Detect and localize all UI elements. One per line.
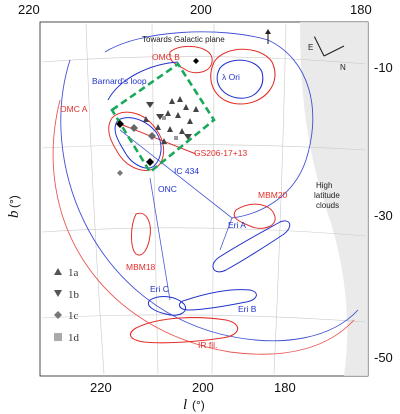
gs206-label: GS206-17+13: [194, 148, 247, 158]
eri-a-label: Eri A: [228, 220, 246, 230]
barnards-loop-arc: [107, 61, 179, 101]
connector-lines: [119, 129, 233, 301]
eri-b-contour: [179, 289, 257, 311]
eri-b-label: Eri B: [238, 304, 257, 314]
legend-label-1d: 1d: [68, 332, 80, 344]
onc-label: ONC: [158, 184, 177, 194]
eridanus-blue-arc: [60, 59, 359, 342]
x-tick-top-200: 200: [190, 2, 212, 17]
lambda-ori-blue-ring: [216, 59, 264, 99]
coordinate-grid: [41, 23, 367, 375]
omc-a-label: OMC A: [60, 104, 88, 114]
ir-fil-contour: [129, 317, 239, 344]
legend: 1a 1b 1c 1d: [54, 267, 80, 344]
legend-label-1b: 1b: [68, 289, 80, 301]
galactic-plane-label: Towards Galactic plane: [142, 35, 225, 44]
survey-region-box: [110, 62, 216, 174]
mbm18-label: MBM18: [126, 262, 156, 272]
omc-b-label: OMC B: [152, 52, 180, 62]
barnards-loop-label: Barnard's loop: [92, 76, 147, 86]
y-tick--50: -50: [374, 350, 393, 365]
x-axis-title-unit: (°): [192, 398, 205, 412]
high-latitude-label-2: latitude: [314, 191, 340, 200]
compass: [313, 36, 345, 57]
x-tick-bottom-180: 180: [274, 380, 296, 395]
high-latitude-label-1: High: [316, 181, 332, 190]
legend-marker-1c: [54, 311, 62, 319]
mbm18-contour: [131, 212, 151, 256]
x-tick-top-220: 220: [18, 2, 40, 17]
legend-label-1a: 1a: [68, 267, 79, 279]
orion-a-blue-contour: [114, 117, 162, 169]
ic434-label: IC 434: [174, 166, 199, 176]
eri-a-contour: [212, 220, 291, 273]
source-markers: [116, 58, 199, 176]
legend-marker-1b: [54, 290, 62, 297]
compass-east-label: E: [308, 43, 313, 52]
y-tick--30: -30: [374, 208, 393, 223]
ir-fil-label: IR fil.: [198, 340, 217, 350]
compass-north-label: N: [340, 63, 346, 72]
legend-marker-1a: [54, 268, 62, 275]
x-axis-title-letter: l: [183, 397, 187, 413]
lambda-ori-label: λ Ori: [222, 72, 240, 82]
ir-filament-arc: [52, 99, 355, 355]
x-tick-bottom-200: 200: [192, 380, 214, 395]
legend-marker-1d: [54, 333, 62, 341]
omc-a-contour: [108, 111, 165, 171]
y-axis-title-letter: b: [6, 210, 22, 218]
x-tick-top-180: 180: [350, 2, 372, 17]
eri-c-label: Eri C: [150, 284, 169, 294]
mbm20-label: MBM20: [258, 190, 288, 200]
high-latitude-label-3: clouds: [316, 201, 339, 210]
mbm20-contour: [233, 203, 276, 229]
orion-loop-blue-arc: [104, 31, 314, 219]
lambda-ori-red-ring: [210, 48, 276, 105]
arrow-up-icon: [265, 29, 271, 44]
eri-c-contour: [148, 296, 186, 316]
y-axis-title-unit: (°): [7, 195, 21, 208]
high-latitude-shade: [300, 22, 368, 376]
x-tick-bottom-220: 220: [90, 380, 112, 395]
legend-label-1c: 1c: [68, 310, 79, 322]
y-tick--10: -10: [374, 60, 393, 75]
